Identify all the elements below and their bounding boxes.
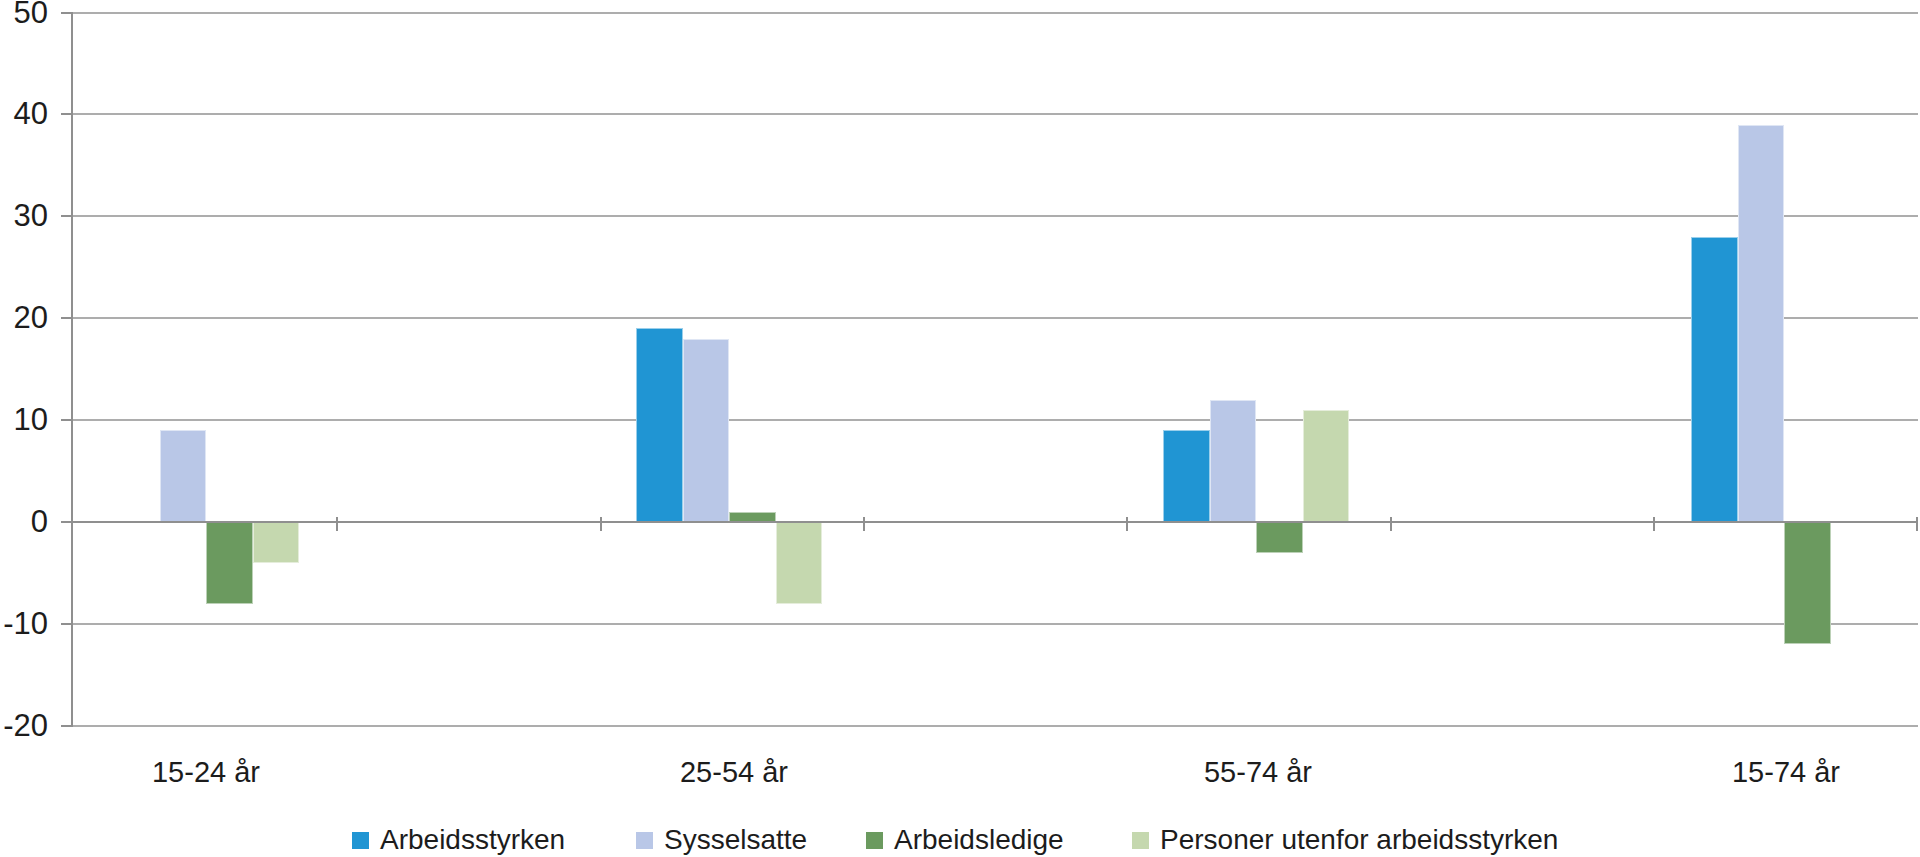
- y-axis-tick: [61, 521, 72, 523]
- bar-personer-utenfor-arbeidsstyrken: [776, 522, 823, 604]
- bar-arbeidsstyrken: [636, 328, 683, 522]
- bar-arbeidsstyrken: [1163, 430, 1210, 522]
- bar-sysselsatte: [1210, 400, 1257, 522]
- y-axis-tick-label: 20: [0, 301, 48, 335]
- y-axis-tick-label: -20: [0, 709, 48, 743]
- y-axis-tick: [61, 725, 72, 727]
- y-axis-tick: [61, 317, 72, 319]
- legend-swatch-icon: [1132, 832, 1149, 849]
- x-axis-tick: [1916, 517, 1918, 531]
- legend-label: Personer utenfor arbeidsstyrken: [1160, 824, 1558, 856]
- x-axis-category-label: 25-54 år: [604, 756, 864, 788]
- legend-item: Arbeidsledige: [866, 824, 1064, 856]
- legend-label: Arbeidsstyrken: [380, 824, 565, 856]
- bar-chart: 50 40 30 20 10 0 -10 -20 15-24 år 25-54 …: [0, 0, 1920, 857]
- x-axis-tick: [1653, 517, 1655, 531]
- x-axis-category-label: 15-74 år: [1656, 756, 1916, 788]
- y-axis-tick-label: 40: [0, 97, 48, 131]
- gridline: [72, 623, 1918, 625]
- y-axis-tick: [61, 215, 72, 217]
- y-axis-tick-label: 30: [0, 199, 48, 233]
- x-axis-tick: [1390, 517, 1392, 531]
- bar-arbeidsledige: [1256, 522, 1303, 553]
- y-axis-tick-label: 0: [0, 505, 48, 539]
- gridline: [72, 317, 1918, 319]
- legend-item: Personer utenfor arbeidsstyrken: [1132, 824, 1558, 856]
- x-axis-tick: [1126, 517, 1128, 531]
- x-axis-tick: [336, 517, 338, 531]
- legend-swatch-icon: [352, 832, 369, 849]
- bar-personer-utenfor-arbeidsstyrken: [1303, 410, 1350, 522]
- legend-swatch-icon: [866, 832, 883, 849]
- bar-arbeidsledige: [1784, 522, 1831, 644]
- x-axis-tick: [863, 517, 865, 531]
- bar-arbeidsledige: [206, 522, 253, 604]
- gridline: [72, 113, 1918, 115]
- y-axis-tick: [61, 419, 72, 421]
- legend-label: Sysselsatte: [664, 824, 807, 856]
- bar-sysselsatte: [1738, 125, 1785, 522]
- y-axis-line: [71, 12, 73, 727]
- x-axis-category-label: 55-74 år: [1128, 756, 1388, 788]
- y-axis-tick: [61, 623, 72, 625]
- legend-swatch-icon: [636, 832, 653, 849]
- gridline: [72, 12, 1918, 14]
- y-axis-tick-label: 50: [0, 0, 48, 30]
- legend-label: Arbeidsledige: [894, 824, 1064, 856]
- gridline: [72, 215, 1918, 217]
- y-axis-tick: [61, 12, 72, 14]
- gridline: [72, 725, 1918, 727]
- legend-item: Arbeidsstyrken: [352, 824, 565, 856]
- legend-item: Sysselsatte: [636, 824, 807, 856]
- y-axis-tick: [61, 113, 72, 115]
- x-axis-tick: [600, 517, 602, 531]
- bar-personer-utenfor-arbeidsstyrken: [253, 522, 300, 563]
- gridline: [72, 419, 1918, 421]
- x-axis-zero-line: [72, 521, 1918, 523]
- bar-sysselsatte: [683, 339, 730, 522]
- y-axis-tick-label: 10: [0, 403, 48, 437]
- bar-sysselsatte: [160, 430, 207, 522]
- bar-arbeidsstyrken: [1691, 237, 1738, 522]
- y-axis-tick-label: -10: [0, 607, 48, 641]
- x-axis-category-label: 15-24 år: [76, 756, 336, 788]
